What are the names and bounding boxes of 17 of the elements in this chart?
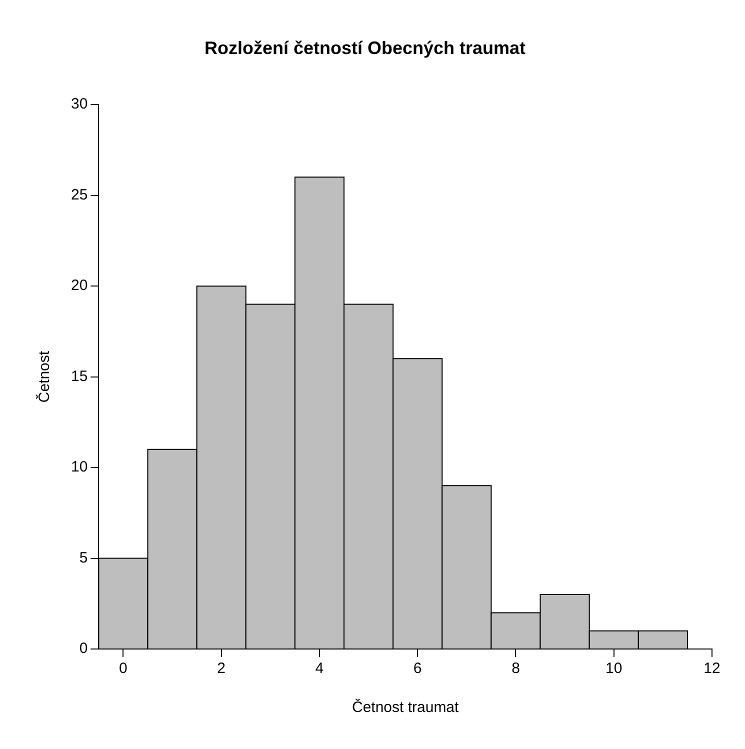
y-tick-label: 25 bbox=[70, 186, 88, 204]
x-tick-label: 8 bbox=[512, 660, 520, 678]
x-tick-label: 0 bbox=[119, 660, 128, 678]
y-axis-title: Četnost bbox=[35, 350, 54, 403]
chart-title: Rozložení četností Obecných traumat bbox=[204, 38, 526, 58]
y-tick-label: 30 bbox=[70, 96, 88, 113]
y-tick-label: 0 bbox=[79, 640, 88, 658]
x-axis-title: Četnost traumat bbox=[352, 698, 460, 716]
x-tick-label: 12 bbox=[704, 660, 720, 678]
y-tick-label: 5 bbox=[79, 549, 88, 566]
x-tick-label: 4 bbox=[315, 660, 324, 678]
y-tick-label: 20 bbox=[70, 277, 88, 294]
y-tick-label: 15 bbox=[70, 368, 88, 385]
x-tick-label: 2 bbox=[217, 660, 226, 678]
y-tick-label: 10 bbox=[70, 458, 88, 476]
x-tick-label: 6 bbox=[413, 660, 422, 678]
x-tick-label: 10 bbox=[606, 660, 622, 678]
